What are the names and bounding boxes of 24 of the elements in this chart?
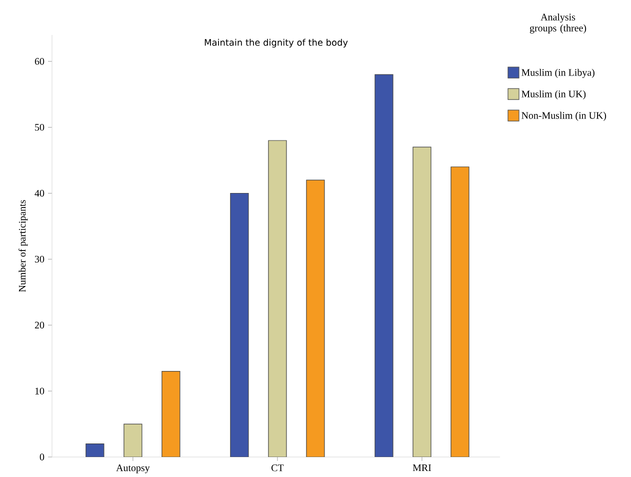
bar bbox=[268, 140, 287, 458]
bar bbox=[412, 147, 432, 458]
y-tick-label: 60 bbox=[34, 58, 44, 65]
legend-label: Muslim (in UK) bbox=[522, 90, 586, 100]
bar bbox=[306, 180, 325, 458]
bar bbox=[374, 74, 394, 458]
x-tick-label: CT bbox=[271, 464, 284, 472]
y-tick-label: 50 bbox=[35, 124, 44, 131]
legend-title: Analysis groups (three) bbox=[530, 14, 586, 34]
legend-label: Muslim (in Libya) bbox=[522, 69, 594, 78]
legend-label: Non-Muslim (in UK) bbox=[522, 112, 606, 122]
x-tick-label: Autopsy bbox=[116, 464, 150, 474]
bar bbox=[230, 193, 249, 458]
y-tick-label: 20 bbox=[34, 322, 44, 329]
bar bbox=[124, 424, 142, 458]
y-tick-label: 30 bbox=[35, 256, 44, 263]
bar bbox=[162, 371, 180, 458]
y-axis-title: Number of participants bbox=[18, 200, 28, 292]
x-tick-label: MRI bbox=[412, 464, 432, 472]
bar bbox=[450, 166, 470, 458]
y-tick-label: 0 bbox=[40, 454, 44, 461]
y-tick-label: 40 bbox=[34, 190, 44, 197]
y-tick-label: 10 bbox=[35, 388, 44, 395]
chart-title: Maintain the dignity of the body bbox=[204, 39, 348, 48]
